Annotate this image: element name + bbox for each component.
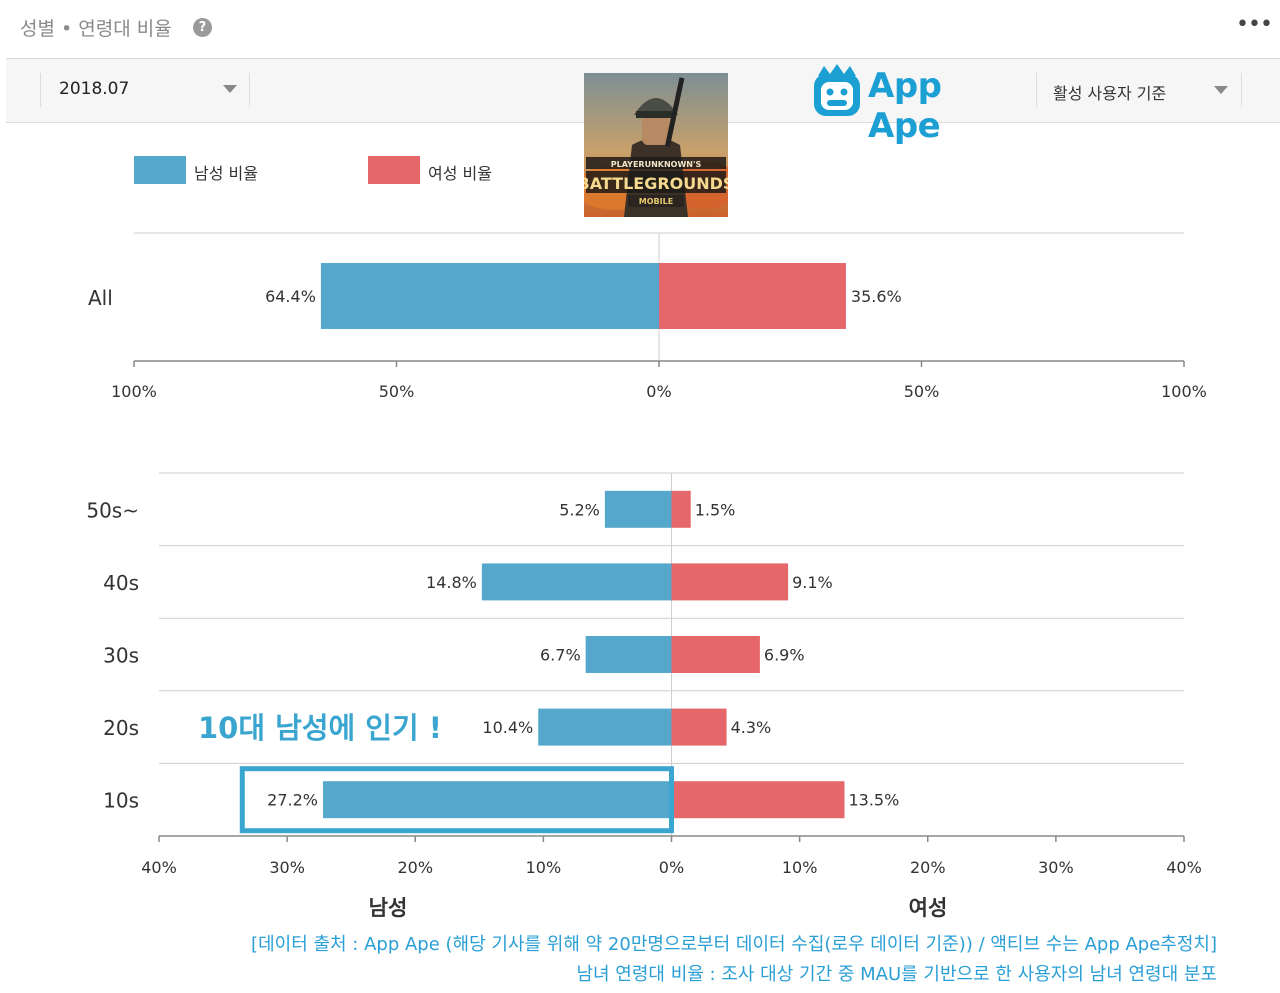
- bar-female: [671, 563, 789, 601]
- x-tick-label: 10%: [782, 858, 818, 877]
- bar-male: [604, 490, 672, 528]
- highlight-box: [239, 766, 674, 834]
- chevron-down-icon: [223, 85, 237, 93]
- value-label-male: 5.2%: [559, 500, 600, 519]
- value-label-female: 4.3%: [731, 718, 772, 737]
- value-label-female: 35.6%: [851, 287, 902, 306]
- value-label-female: 6.9%: [764, 646, 805, 665]
- value-label-female: 13.5%: [848, 791, 899, 810]
- x-tick-label: 10%: [526, 858, 562, 877]
- x-tick-label: 40%: [1166, 858, 1202, 877]
- bar-female: [659, 263, 846, 329]
- bar-female: [671, 636, 760, 673]
- legend-swatch-male: [134, 156, 186, 184]
- game-icon-line1: PLAYERUNKNOWN'S: [611, 160, 702, 169]
- bar-female: [671, 708, 727, 746]
- source-note: [데이터 출처 : App Ape (해당 기사를 위해 약 20만명으로부터 …: [251, 934, 1217, 955]
- app-ape-logo-text: App Ape: [868, 66, 942, 146]
- category-label: 20s: [103, 716, 139, 740]
- legend-label-male: 남성 비율: [194, 164, 258, 183]
- value-label-female: 9.1%: [792, 573, 833, 592]
- legend-label-female: 여성 비율: [428, 164, 492, 183]
- bar-male: [538, 708, 672, 746]
- panel-header: 성별 • 연령대 비율 ? •••: [0, 0, 1280, 58]
- panel-title: 성별 • 연령대 비율: [20, 18, 172, 40]
- value-label-male: 14.8%: [426, 573, 477, 592]
- category-label: 30s: [103, 644, 139, 668]
- value-label-male: 6.7%: [540, 646, 581, 665]
- user-basis-select[interactable]: 활성 사용자 기준: [1036, 73, 1242, 107]
- category-label: 10s: [103, 789, 139, 813]
- ape-face-icon: [814, 64, 860, 116]
- x-tick-label: 20%: [397, 858, 433, 877]
- x-tick-label: 100%: [111, 382, 157, 401]
- x-tick-label: 40%: [141, 858, 177, 877]
- x-label-female: 여성: [909, 896, 948, 920]
- legend-swatch-female: [368, 156, 420, 184]
- x-tick-label: 50%: [379, 382, 415, 401]
- game-icon-line2: BATTLEGROUNDS: [584, 174, 728, 193]
- x-label-male: 남성: [369, 896, 408, 920]
- category-label: 40s: [103, 571, 139, 595]
- question-icon[interactable]: ?: [193, 18, 212, 37]
- value-label-male: 64.4%: [265, 287, 316, 306]
- bar-male: [323, 781, 672, 819]
- x-tick-label: 100%: [1161, 382, 1207, 401]
- date-select[interactable]: 2018.07: [40, 73, 250, 107]
- definition-note: 남녀 연령대 비율 : 조사 대상 기간 중 MAU를 기반으로 한 사용자의 …: [576, 964, 1217, 985]
- more-horizontal-icon[interactable]: •••: [1236, 12, 1273, 37]
- x-tick-label: 0%: [659, 858, 684, 877]
- bar-female: [671, 781, 845, 819]
- value-label-female: 1.5%: [695, 500, 736, 519]
- game-icon-line3: MOBILE: [639, 197, 673, 206]
- chevron-down-icon: [1214, 86, 1228, 94]
- value-label-male: 27.2%: [267, 791, 318, 810]
- date-select-value: 2018.07: [59, 79, 130, 99]
- x-tick-label: 30%: [269, 858, 305, 877]
- x-tick-label: 0%: [646, 382, 671, 401]
- x-tick-label: 30%: [1038, 858, 1074, 877]
- value-label-male: 10.4%: [482, 718, 533, 737]
- category-label: All: [88, 286, 113, 310]
- x-tick-label: 50%: [904, 382, 940, 401]
- pubg-mobile-icon: PLAYERUNKNOWN'S BATTLEGROUNDS MOBILE: [584, 73, 728, 217]
- category-label: 50s~: [86, 498, 139, 522]
- bar-male: [481, 563, 672, 601]
- x-tick-label: 20%: [910, 858, 946, 877]
- app-ape-logo: App Ape: [812, 62, 1022, 146]
- bar-male: [320, 263, 659, 329]
- highlight-annotation: 10대 남성에 인기 !: [198, 711, 442, 745]
- bar-male: [585, 636, 672, 673]
- bar-female: [671, 490, 691, 528]
- user-basis-select-value: 활성 사용자 기준: [1053, 84, 1167, 103]
